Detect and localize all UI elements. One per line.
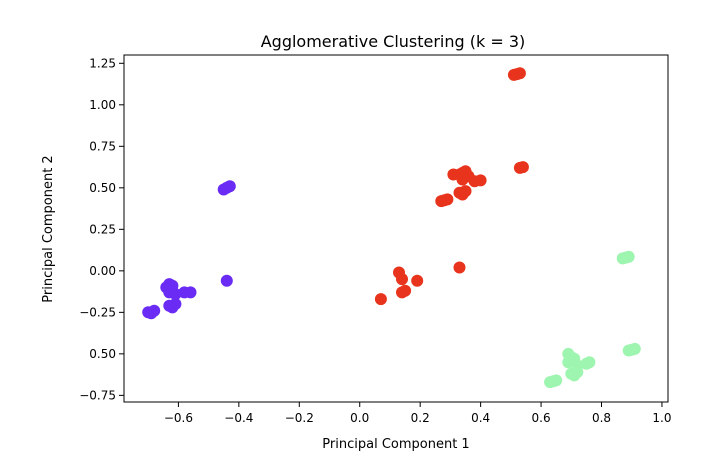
y-tick-label: −0.75 bbox=[79, 388, 116, 402]
y-tick-label: 0.50 bbox=[89, 347, 116, 361]
points-layer bbox=[142, 67, 641, 389]
plot-frame bbox=[123, 54, 669, 403]
data-point bbox=[616, 252, 629, 265]
data-point bbox=[374, 293, 387, 306]
data-point bbox=[628, 342, 641, 355]
data-point bbox=[399, 284, 412, 297]
data-point bbox=[453, 261, 466, 274]
data-point bbox=[441, 193, 454, 206]
y-tick-label: 1.00 bbox=[89, 98, 116, 112]
data-point bbox=[456, 173, 469, 186]
data-point bbox=[220, 274, 233, 287]
data-point bbox=[562, 356, 575, 369]
y-tick-label: −0.25 bbox=[79, 305, 116, 319]
x-axis: −0.6 −0.4 −0.2 0.0 0.2 0.4 0.6 0.8 1.0 bbox=[164, 402, 672, 425]
y-tick-label: 0.75 bbox=[89, 139, 116, 153]
y-tick-label: 0.00 bbox=[89, 264, 116, 278]
x-tick-label: 1.0 bbox=[652, 411, 671, 425]
data-point bbox=[516, 161, 529, 174]
x-tick-label: −0.2 bbox=[285, 411, 314, 425]
data-point bbox=[474, 174, 487, 187]
data-point bbox=[583, 356, 596, 369]
y-axis: 1.25 1.00 0.75 0.50 0.25 0.00 −0.25 0.50 −0.75 bbox=[79, 56, 124, 402]
data-point bbox=[145, 307, 158, 320]
x-tick-label: 0.0 bbox=[350, 411, 369, 425]
data-point bbox=[411, 274, 424, 287]
data-point bbox=[550, 374, 563, 387]
data-point bbox=[456, 188, 469, 201]
x-tick-label: 0.6 bbox=[532, 411, 551, 425]
y-tick-label: 0.25 bbox=[89, 222, 116, 236]
data-point bbox=[513, 67, 526, 80]
y-axis-label: Principal Component 2 bbox=[41, 155, 56, 302]
y-tick-label: 0.50 bbox=[89, 181, 116, 195]
data-point bbox=[184, 286, 197, 299]
x-tick-label: −0.6 bbox=[164, 411, 193, 425]
x-tick-label: 0.8 bbox=[592, 411, 611, 425]
x-tick-label: −0.4 bbox=[224, 411, 253, 425]
x-tick-label: 0.4 bbox=[471, 411, 490, 425]
data-point bbox=[223, 180, 236, 193]
data-point bbox=[571, 366, 584, 379]
data-point bbox=[396, 273, 408, 286]
y-tick-label: 1.25 bbox=[89, 56, 116, 70]
data-point bbox=[166, 301, 179, 314]
x-tick-label: 0.2 bbox=[411, 411, 430, 425]
data-point bbox=[166, 284, 179, 297]
x-axis-label: Principal Component 1 bbox=[322, 437, 469, 452]
chart-title: Agglomerative Clustering (k = 3) bbox=[261, 32, 526, 51]
